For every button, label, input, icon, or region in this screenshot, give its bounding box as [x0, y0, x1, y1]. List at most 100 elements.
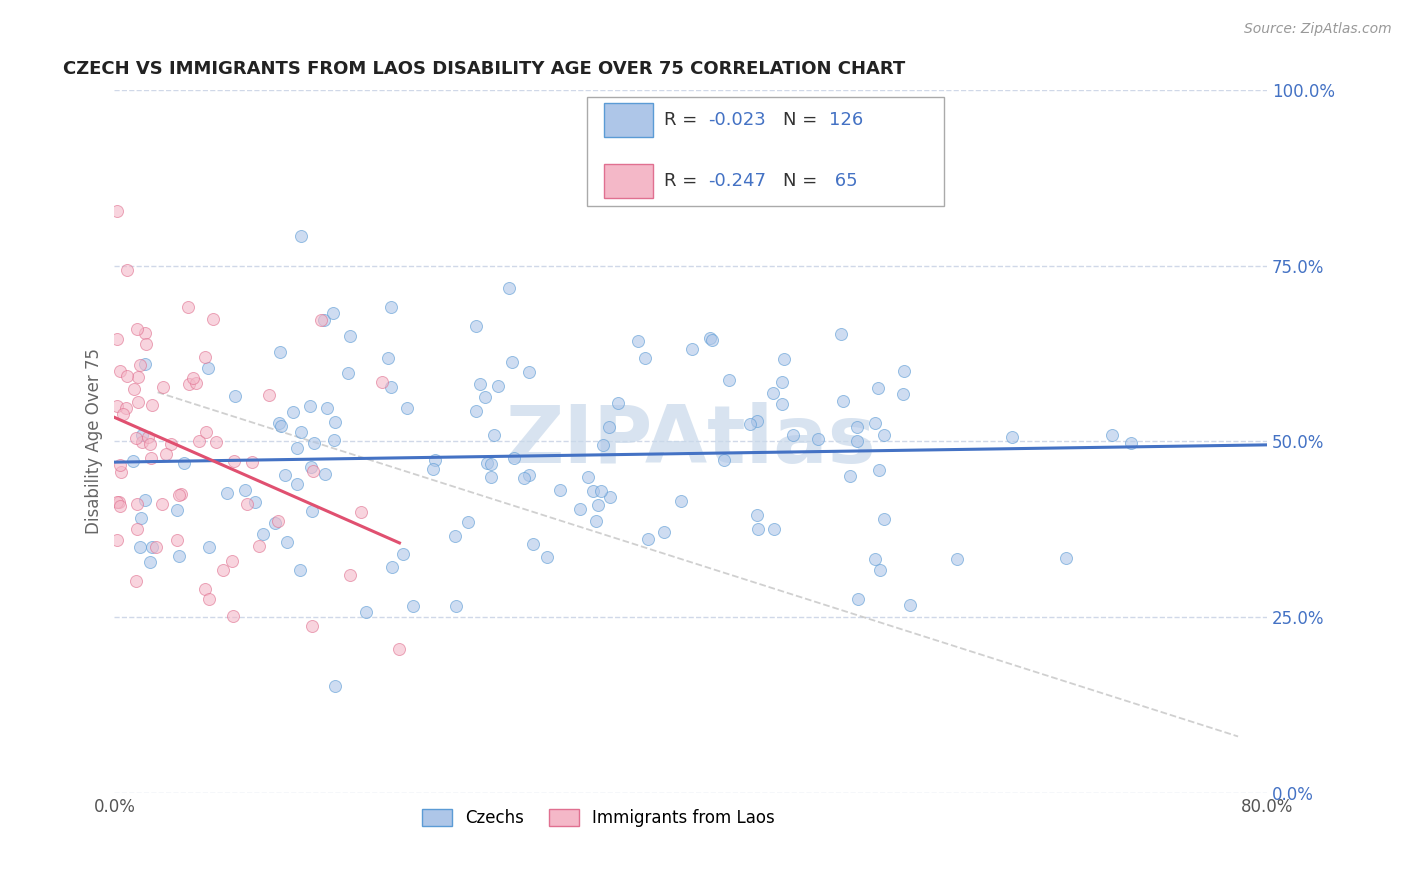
Point [702, 333, 724, 347]
FancyBboxPatch shape [586, 97, 945, 206]
Point [127, 370, 149, 384]
Point [155, 447, 177, 461]
Point [105, 495, 128, 509]
Point [782, 428, 804, 442]
Point [498, 281, 520, 295]
Point [177, 376, 200, 391]
Point [125, 574, 148, 588]
Point [131, 435, 153, 450]
Point [548, 483, 571, 497]
Point [377, 351, 399, 365]
FancyBboxPatch shape [605, 164, 652, 198]
Text: R =: R = [664, 112, 703, 129]
Point [141, 398, 163, 412]
Point [457, 515, 479, 529]
Point [482, 428, 505, 442]
Point [287, 441, 309, 455]
Point [167, 549, 190, 563]
Point [592, 438, 614, 452]
Point [166, 502, 188, 516]
Point [747, 522, 769, 536]
Point [536, 549, 558, 564]
Point [309, 313, 332, 327]
Point [198, 540, 221, 554]
Point [475, 456, 498, 470]
Point [290, 425, 312, 439]
Point [110, 499, 132, 513]
Point [388, 642, 411, 657]
Point [257, 388, 280, 402]
Point [444, 529, 467, 543]
Point [108, 494, 131, 508]
Point [299, 460, 322, 475]
Point [946, 552, 969, 566]
Point [395, 401, 418, 416]
Point [323, 415, 346, 429]
Point [125, 321, 148, 335]
Point [356, 605, 378, 619]
Point [224, 389, 246, 403]
Point [522, 537, 544, 551]
Point [745, 413, 768, 427]
Point [110, 466, 132, 480]
Point [108, 458, 131, 472]
Point [222, 453, 245, 467]
Point [288, 563, 311, 577]
Point [479, 469, 502, 483]
Text: R =: R = [664, 172, 703, 190]
Point [105, 204, 128, 219]
Text: 126: 126 [830, 112, 863, 129]
Point [502, 451, 524, 466]
Point [194, 582, 217, 596]
Point [763, 522, 786, 536]
Point [136, 430, 159, 444]
Point [1054, 551, 1077, 566]
Point [585, 514, 607, 528]
Text: N =: N = [783, 172, 823, 190]
Point [150, 497, 173, 511]
Point [627, 334, 650, 348]
Point [898, 598, 921, 612]
Point [166, 533, 188, 547]
Point [770, 375, 793, 389]
Point [598, 420, 620, 434]
Point [195, 425, 218, 439]
Point [274, 468, 297, 483]
Text: N =: N = [783, 112, 823, 129]
Point [181, 370, 204, 384]
Point [845, 419, 868, 434]
Point [634, 351, 657, 365]
Point [747, 508, 769, 522]
Point [337, 366, 360, 380]
Point [392, 548, 415, 562]
Point [129, 511, 152, 525]
Point [184, 376, 207, 390]
Point [194, 350, 217, 364]
Point [129, 540, 152, 554]
Point [866, 381, 889, 395]
Point [312, 312, 335, 326]
Point [236, 498, 259, 512]
Point [323, 433, 346, 447]
Point [773, 351, 796, 366]
Point [371, 375, 394, 389]
Point [131, 428, 153, 442]
Point [138, 437, 160, 451]
Point [243, 495, 266, 509]
Point [350, 506, 373, 520]
Point [316, 401, 339, 415]
Point [465, 319, 488, 334]
Point [129, 358, 152, 372]
Point [105, 332, 128, 346]
Point [177, 300, 200, 314]
Point [134, 326, 156, 341]
Point [217, 486, 239, 500]
Point [212, 563, 235, 577]
Point [669, 493, 692, 508]
Point [222, 609, 245, 624]
Point [269, 416, 291, 430]
Point [314, 467, 336, 482]
Point [380, 380, 402, 394]
Point [717, 373, 740, 387]
Point [270, 419, 292, 434]
